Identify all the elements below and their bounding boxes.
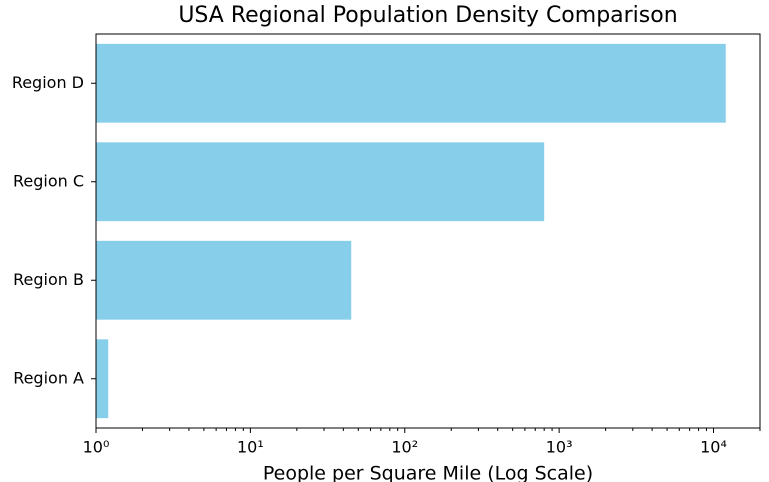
y-tick-label: Region B bbox=[13, 270, 84, 289]
bar bbox=[96, 339, 109, 419]
bar bbox=[96, 43, 726, 123]
x-tick-label: 10⁴ bbox=[700, 438, 727, 457]
chart-title: USA Regional Population Density Comparis… bbox=[178, 3, 677, 28]
x-tick-label: 10¹ bbox=[237, 438, 264, 457]
y-tick-label: Region A bbox=[13, 368, 84, 387]
x-tick-label: 10² bbox=[391, 438, 418, 457]
x-tick-label: 10³ bbox=[546, 438, 573, 457]
plot-frame bbox=[95, 33, 761, 429]
x-axis-label: People per Square Mile (Log Scale) bbox=[263, 463, 593, 482]
y-tick-label: Region D bbox=[12, 73, 84, 92]
bar bbox=[96, 142, 545, 222]
x-tick-label: 10⁰ bbox=[83, 438, 110, 457]
bar bbox=[96, 240, 352, 320]
y-tick-label: Region C bbox=[13, 171, 84, 190]
